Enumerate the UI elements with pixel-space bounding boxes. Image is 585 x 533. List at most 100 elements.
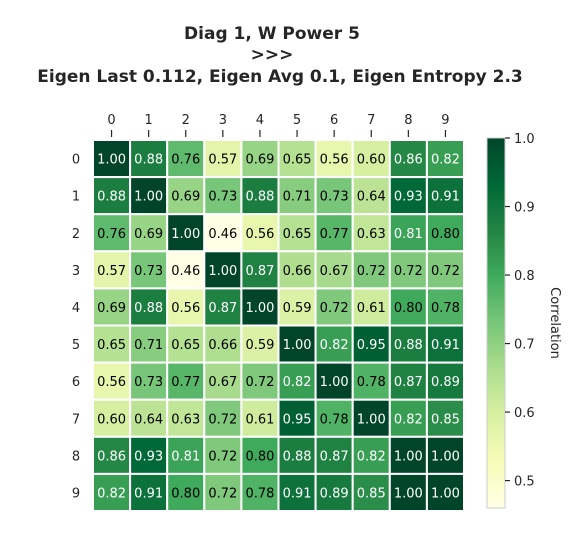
cell-value-label: 0.60: [357, 153, 386, 168]
cell-value-label: 0.72: [357, 264, 386, 279]
cell-value-label: 1.00: [97, 153, 126, 168]
cell-value-label: 0.46: [171, 264, 200, 279]
y-tick-label: 4: [72, 301, 80, 316]
heatmap-cell: [129, 472, 169, 512]
cell-value-label: 0.80: [245, 449, 274, 464]
heatmap-cell: [425, 361, 465, 401]
heatmap-cell: [351, 361, 391, 401]
y-tick-label: 8: [72, 449, 80, 464]
x-tick-label: 5: [293, 113, 301, 128]
cell-value-label: 1.00: [431, 486, 460, 501]
cell-value-label: 1.00: [134, 190, 163, 205]
cell-value-label: 0.93: [134, 449, 163, 464]
heatmap-cell: [388, 435, 428, 475]
cell-value-label: 0.69: [171, 190, 200, 205]
cell-value-label: 0.88: [97, 190, 126, 205]
heatmap-cell: [314, 398, 354, 438]
heatmap-cell: [388, 472, 428, 512]
cell-value-label: 0.78: [320, 412, 349, 427]
y-tick-label: 2: [72, 227, 80, 242]
colorbar-label: Correlation: [547, 287, 562, 359]
cell-value-label: 1.00: [394, 449, 423, 464]
cell-value-label: 0.56: [320, 153, 349, 168]
cell-value-label: 0.87: [208, 301, 237, 316]
cell-value-label: 0.82: [283, 375, 312, 390]
x-tick-label: 1: [145, 113, 153, 128]
heatmap-cell: [388, 398, 428, 438]
cell-value-label: 0.46: [208, 227, 237, 242]
cell-value-label: 0.87: [320, 449, 349, 464]
cell-value-label: 0.76: [97, 227, 126, 242]
cell-value-label: 1.00: [431, 449, 460, 464]
heatmap-cell: [166, 472, 206, 512]
cell-value-label: 0.87: [394, 375, 423, 390]
cell-value-label: 0.85: [357, 486, 386, 501]
x-tick-label: 4: [256, 113, 264, 128]
x-tick-label: 6: [330, 113, 338, 128]
heatmap-cell: [314, 176, 354, 216]
cell-value-label: 0.71: [134, 338, 163, 353]
cell-value-label: 0.63: [357, 227, 386, 242]
x-tick-label: 7: [367, 113, 375, 128]
x-tick-label: 8: [404, 113, 412, 128]
heatmap-cell: [425, 435, 465, 475]
cell-value-label: 0.91: [431, 190, 460, 205]
cell-value-label: 0.80: [431, 227, 460, 242]
heatmap-cell: [203, 472, 243, 512]
heatmap-cell: [129, 435, 169, 475]
cell-value-label: 0.71: [283, 190, 312, 205]
cell-value-label: 1.00: [171, 227, 200, 242]
cell-value-label: 1.00: [320, 375, 349, 390]
heatmap-cell: [314, 472, 354, 512]
cell-value-label: 0.91: [431, 338, 460, 353]
cell-value-label: 0.77: [320, 227, 349, 242]
cell-value-label: 0.77: [171, 375, 200, 390]
heatmap-cell: [203, 398, 243, 438]
cell-value-label: 0.65: [97, 338, 126, 353]
cell-value-label: 0.56: [171, 301, 200, 316]
cell-value-label: 1.00: [208, 264, 237, 279]
cell-value-label: 0.67: [320, 264, 349, 279]
heatmap-cell: [351, 287, 391, 327]
y-tick-label: 6: [72, 375, 80, 390]
heatmap-cell: [425, 287, 465, 327]
x-axis-ticks: 0 1 2 3 4 5 6 7 8 9: [107, 113, 450, 137]
heatmap-cell: [388, 176, 428, 216]
cell-value-label: 0.72: [245, 375, 274, 390]
heatmap-cell: [277, 176, 317, 216]
cell-value-label: 0.89: [431, 375, 460, 390]
cell-value-label: 0.73: [320, 190, 349, 205]
y-tick-label: 3: [72, 264, 80, 279]
cell-value-label: 0.69: [134, 227, 163, 242]
cell-value-label: 0.67: [208, 375, 237, 390]
heatmap-cell: [277, 472, 317, 512]
cell-value-label: 0.61: [245, 412, 274, 427]
heatmap-cell: [277, 287, 317, 327]
colorbar-tick-label: 0.8: [514, 269, 535, 284]
cell-value-label: 0.73: [134, 264, 163, 279]
cell-value-label: 0.72: [431, 264, 460, 279]
cell-value-label: 0.72: [208, 449, 237, 464]
cell-value-label: 0.82: [431, 153, 460, 168]
cell-value-label: 0.95: [357, 338, 386, 353]
cell-value-label: 0.76: [171, 153, 200, 168]
colorbar-tick-label: 1.0: [514, 132, 535, 147]
heatmap-cell: [314, 213, 354, 253]
heatmap-cell: [92, 250, 132, 290]
cell-value-label: 0.56: [245, 227, 274, 242]
y-tick-label: 9: [72, 486, 80, 501]
cell-value-label: 0.78: [431, 301, 460, 316]
heatmap-cell: [203, 361, 243, 401]
cell-value-label: 0.57: [97, 264, 126, 279]
y-tick-label: 7: [72, 412, 80, 427]
cell-value-label: 0.91: [134, 486, 163, 501]
colorbar-tick-label: 0.7: [514, 338, 535, 353]
x-tick-label: 3: [219, 113, 227, 128]
cell-value-label: 0.89: [320, 486, 349, 501]
colorbar-tick-label: 0.6: [514, 406, 535, 421]
cell-value-label: 0.82: [394, 412, 423, 427]
heatmap-cell: [166, 213, 206, 253]
heatmap-cell: [425, 472, 465, 512]
cell-value-label: 0.59: [245, 338, 274, 353]
cell-value-label: 0.60: [97, 412, 126, 427]
